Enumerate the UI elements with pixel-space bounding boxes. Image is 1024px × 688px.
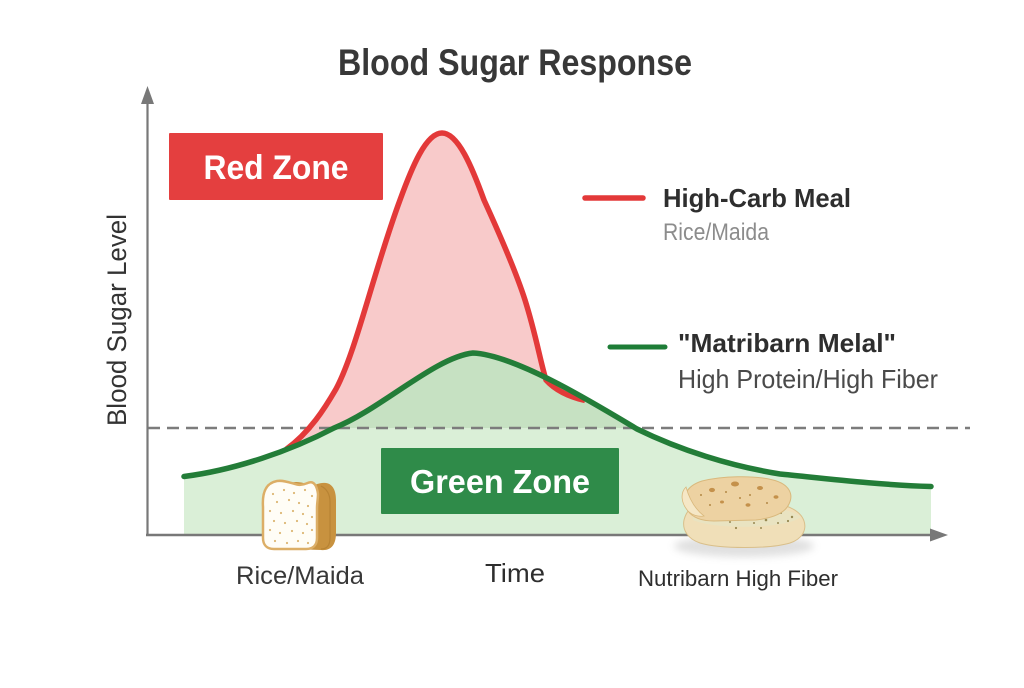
svg-text:Red Zone: Red Zone <box>204 149 349 187</box>
svg-text:Time: Time <box>485 558 545 588</box>
svg-text:Rice/Maida: Rice/Maida <box>663 219 770 246</box>
svg-text:Blood Sugar Level: Blood Sugar Level <box>102 214 132 426</box>
svg-text:Nutribarn High Fiber: Nutribarn High Fiber <box>638 566 838 591</box>
svg-text:High-Carb Meal: High-Carb Meal <box>663 183 851 213</box>
svg-text:High Protein/High Fiber: High Protein/High Fiber <box>678 364 938 394</box>
svg-text:"Matribarn Melal": "Matribarn Melal" <box>678 328 896 358</box>
svg-text:Green Zone: Green Zone <box>410 463 590 500</box>
svg-text:Blood Sugar Response: Blood Sugar Response <box>338 42 692 83</box>
svg-text:Rice/Maida: Rice/Maida <box>236 562 364 590</box>
